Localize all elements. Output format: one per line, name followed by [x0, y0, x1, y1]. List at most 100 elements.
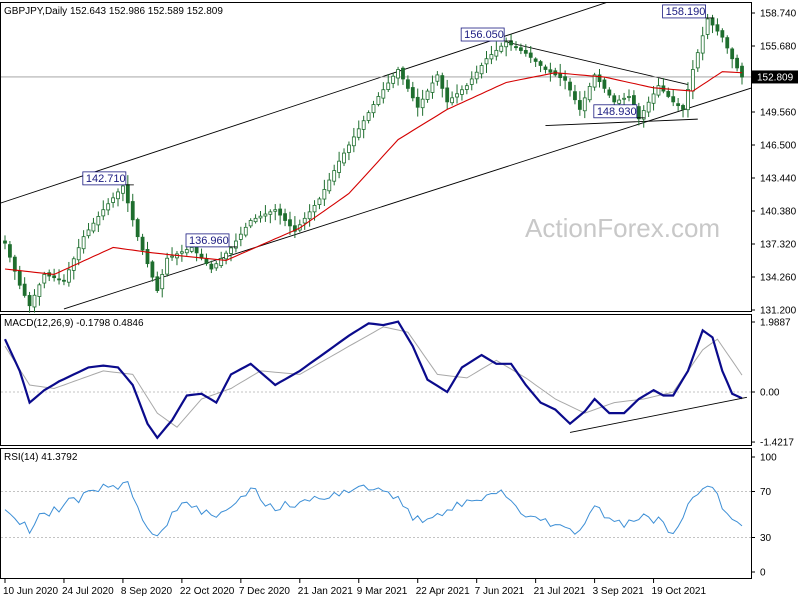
candle-body: [283, 213, 287, 221]
candle-body: [641, 110, 646, 120]
candle-body: [248, 220, 253, 227]
candle: [81, 230, 86, 254]
candle: [332, 164, 337, 186]
candle-body: [42, 274, 47, 284]
candle: [455, 84, 459, 104]
candle: [356, 120, 361, 141]
candle-body: [671, 96, 676, 103]
candle: [351, 127, 356, 153]
candle: [646, 96, 651, 118]
x-tick-label: 7 Jun 2021: [475, 586, 525, 597]
candle-body: [489, 54, 494, 60]
candle-body: [484, 58, 489, 65]
x-tick-label: 10 Jun 2020: [3, 586, 58, 597]
candle-body: [243, 226, 248, 236]
price-y-axis: 158.740155.680152.620149.560146.500143.4…: [751, 9, 797, 317]
candle-body: [401, 67, 405, 80]
candle-body: [381, 89, 386, 99]
rsi-panel: [0, 448, 752, 579]
candle: [150, 260, 155, 282]
macd-signal-line: [4, 326, 743, 428]
x-tick-label: 8 Sep 2020: [121, 586, 173, 597]
candle-body: [666, 91, 671, 97]
price-tag-label: 152.809: [757, 72, 794, 83]
price-tick-label: 143.440: [760, 174, 797, 185]
candle-body: [12, 256, 17, 272]
candle-body: [474, 71, 479, 80]
candle: [302, 212, 307, 230]
candle: [730, 47, 735, 69]
candle: [740, 62, 744, 85]
candle-body: [420, 98, 425, 109]
callout-label: 136.960: [189, 235, 229, 247]
candle-body: [81, 236, 86, 250]
candle: [214, 261, 219, 271]
candle-body: [435, 74, 440, 82]
candle-body: [627, 96, 631, 98]
candle-body: [523, 50, 528, 54]
candle-body: [573, 91, 577, 101]
callout: 156.050: [460, 27, 513, 42]
candle-body: [577, 100, 582, 110]
candle: [548, 62, 553, 82]
candle-body: [219, 258, 224, 267]
candle-body: [676, 103, 681, 107]
candle-body: [450, 97, 455, 104]
callout-label: 142.710: [86, 173, 126, 185]
candle-body: [455, 93, 459, 98]
price-tick-label: 158.740: [760, 9, 797, 20]
candle: [715, 18, 720, 36]
candle-body: [430, 82, 435, 93]
candle: [91, 217, 96, 234]
candle-body: [8, 244, 12, 258]
price-tick-label: 140.380: [760, 207, 797, 218]
candle: [278, 203, 283, 225]
candle-body: [86, 229, 91, 237]
candle-body: [312, 204, 317, 213]
candle: [479, 62, 484, 79]
candle: [238, 226, 243, 247]
candle: [258, 211, 263, 223]
candle-body: [376, 96, 381, 105]
candle-body: [735, 57, 739, 69]
candle-body: [592, 74, 597, 88]
candle-body: [440, 75, 445, 89]
candle-body: [519, 47, 523, 51]
candle: [66, 261, 71, 287]
candle: [366, 110, 371, 124]
candle-body: [27, 295, 32, 307]
candle-body: [57, 278, 61, 281]
candle: [42, 271, 47, 289]
candle: [204, 253, 209, 266]
candle-body: [651, 93, 656, 104]
candle-body: [130, 201, 135, 221]
candle-body: [386, 82, 391, 90]
candle: [499, 42, 504, 54]
candle-body: [695, 52, 700, 69]
candle-body: [356, 128, 361, 138]
price-title: GBPJPY,Daily 152.643 152.986 152.589 152…: [4, 6, 223, 17]
candle: [494, 41, 499, 61]
candle: [622, 92, 626, 105]
x-tick-label: 22 Apr 2021: [416, 586, 470, 597]
candle-body: [145, 249, 150, 265]
rsi-layer: [1, 481, 751, 538]
candle-body: [410, 87, 415, 99]
candle-body: [543, 66, 548, 70]
price-tick-label: 131.200: [760, 306, 797, 317]
macd-panel: [0, 314, 752, 446]
candle: [130, 193, 135, 227]
price-tick-label: 137.320: [760, 240, 797, 251]
candle-body: [229, 247, 233, 254]
candle-body: [17, 270, 22, 286]
candle-body: [165, 257, 170, 275]
candle-body: [602, 79, 607, 89]
candle-body: [302, 217, 307, 224]
candle: [268, 209, 273, 224]
candle-body: [322, 189, 327, 200]
candle-body: [32, 294, 37, 308]
x-axis: 10 Jun 2020 24 Jul 2020 8 Sep 2020 22 Oct 2…: [3, 579, 706, 597]
candle: [450, 91, 455, 106]
candle-body: [479, 65, 484, 75]
candle: [234, 233, 238, 253]
